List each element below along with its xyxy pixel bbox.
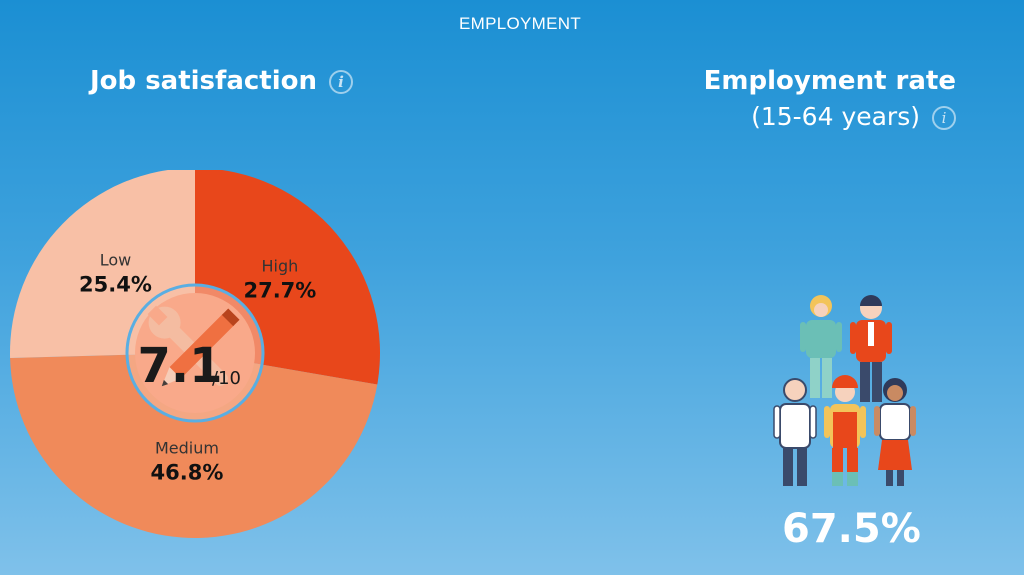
employment-rate-value: 67.5%: [782, 506, 921, 552]
pie-value-low: 25.4%: [79, 273, 152, 297]
tools-icon: [147, 305, 240, 387]
job-satisfaction-pie-chart: High 27.7% Medium 46.8% Low 25.4% 7.1 /10: [10, 170, 380, 538]
employment-rate-heading: Employment rate (15-64 years) i: [704, 66, 956, 131]
employment-rate-subtitle: (15-64 years): [751, 102, 920, 131]
pie-value-medium: 46.8%: [151, 461, 224, 485]
info-icon[interactable]: i: [329, 69, 354, 94]
score-value: 7.1: [137, 338, 222, 394]
pie-label-low: Low: [100, 251, 132, 270]
section-title: EMPLOYMENT: [458, 14, 582, 33]
pie-value-high: 27.7%: [243, 279, 316, 303]
info-icon[interactable]: i: [932, 106, 956, 130]
pie-label-medium: Medium: [155, 439, 219, 458]
people-group-icon: [773, 295, 916, 486]
score-suffix: /10: [212, 368, 241, 389]
job-satisfaction-heading: Job satisfaction i: [90, 66, 354, 96]
employment-rate-subtitle-row: (15-64 years) i: [704, 102, 956, 131]
employment-rate-title: Employment rate: [703, 66, 956, 96]
pie-slice-medium: [10, 353, 378, 538]
pie-label-high: High: [262, 257, 299, 276]
job-satisfaction-title: Job satisfaction: [90, 66, 318, 96]
